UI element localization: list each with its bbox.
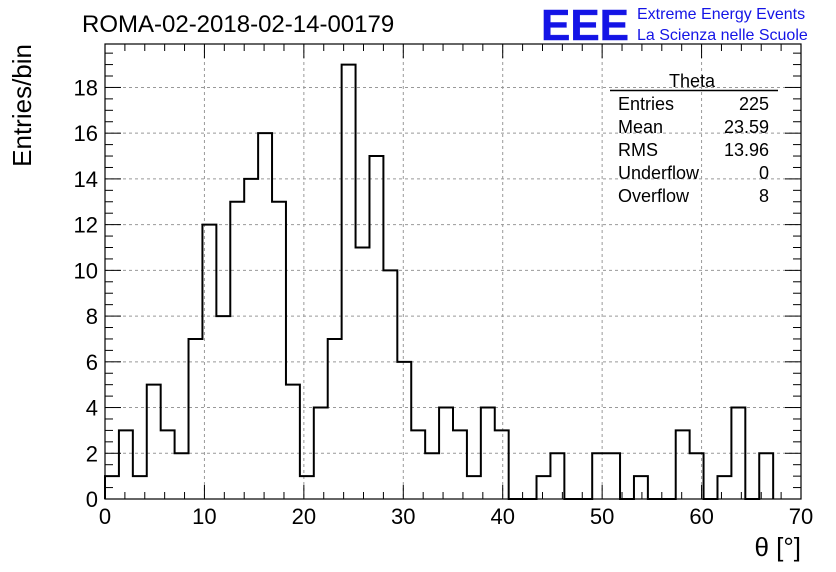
- histogram-bin: [717, 476, 731, 499]
- y-axis-label: Entries/bin: [7, 44, 37, 167]
- histogram-bin: [119, 430, 133, 499]
- y-tick-label: 0: [86, 487, 98, 512]
- y-tick-label: 8: [86, 304, 98, 329]
- histogram-bin: [300, 476, 314, 499]
- run-title: ROMA-02-2018-02-14-00179: [82, 11, 394, 38]
- histogram-bin: [467, 476, 481, 499]
- stats-value-mean: 23.59: [724, 117, 769, 137]
- histogram-bin: [481, 408, 495, 499]
- histogram-bin: [495, 430, 509, 499]
- histogram-bin: [216, 316, 230, 499]
- x-axis-label: θ [°]: [754, 532, 801, 562]
- stats-value-rms: 13.96: [724, 140, 769, 160]
- histogram-bin: [328, 339, 342, 499]
- histogram-bin: [356, 247, 370, 499]
- stats-label-underflow: Underflow: [618, 163, 700, 183]
- histogram-bin: [230, 202, 244, 499]
- stats-title: Theta: [669, 71, 716, 91]
- histogram-bin: [453, 430, 467, 499]
- stats-label-rms: RMS: [618, 140, 658, 160]
- axis-ticks: [104, 44, 802, 500]
- stats-value-overflow: 8: [759, 186, 769, 206]
- histogram-bin: [175, 453, 189, 499]
- x-tick-label: 40: [490, 504, 514, 529]
- histogram-bin: [369, 156, 383, 499]
- x-tick-label: 50: [590, 504, 614, 529]
- y-tick-label: 2: [86, 441, 98, 466]
- histogram-bin: [286, 385, 300, 499]
- x-tick-label: 10: [192, 504, 216, 529]
- x-tick-label: 20: [292, 504, 316, 529]
- y-tick-label: 14: [74, 167, 98, 192]
- stats-value-entries: 225: [739, 94, 769, 114]
- plot-frame: [104, 43, 802, 500]
- histogram-bin: [411, 430, 425, 499]
- x-tick-label: 30: [391, 504, 415, 529]
- y-tick-label: 6: [86, 350, 98, 375]
- histogram-bin: [147, 385, 161, 499]
- histogram-bin: [244, 179, 258, 499]
- histogram-bin: [383, 270, 397, 499]
- y-tick-label: 10: [74, 258, 98, 283]
- tick-labels: 0 10 20 30 40 50 60 70 0 2 4 6 8 10 12 14 16 18: [74, 75, 814, 529]
- x-tick-label: 70: [789, 504, 813, 529]
- x-tick-label: 0: [99, 504, 111, 529]
- histogram-bin: [592, 453, 606, 499]
- histogram-bin: [537, 476, 551, 499]
- histogram-bin: [397, 362, 411, 499]
- stats-value-underflow: 0: [759, 163, 769, 183]
- histogram-bin: [425, 453, 439, 499]
- y-tick-label: 12: [74, 213, 98, 238]
- x-tick-label: 60: [689, 504, 713, 529]
- histogram-bin: [634, 476, 648, 499]
- histogram-bin: [342, 65, 356, 499]
- histogram-bin: [272, 202, 286, 499]
- stats-label-mean: Mean: [618, 117, 663, 137]
- histogram-bin: [189, 339, 203, 499]
- logo-line-1: Extreme Energy Events: [637, 6, 805, 23]
- histogram-outline: [104, 63, 775, 500]
- stats-box: Theta Entries 225 Mean 23.59 RMS 13.96 U…: [610, 71, 778, 206]
- stats-label-overflow: Overflow: [618, 186, 690, 206]
- y-tick-label: 18: [74, 75, 98, 100]
- histogram-bin: [676, 430, 690, 499]
- histogram-bin: [161, 430, 175, 499]
- y-tick-label: 16: [74, 121, 98, 146]
- y-tick-label: 4: [86, 396, 98, 421]
- logo-line-2: La Scienza nelle Scuole: [637, 27, 808, 44]
- eee-logo: EEE: [541, 1, 629, 50]
- histogram-bin: [606, 453, 620, 499]
- stats-label-entries: Entries: [618, 94, 674, 114]
